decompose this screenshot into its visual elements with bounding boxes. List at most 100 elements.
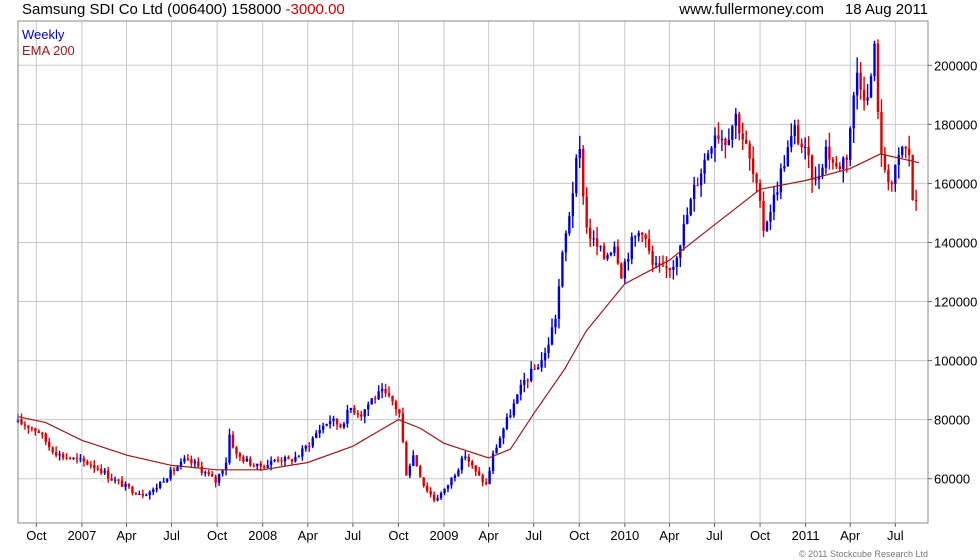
header-right: www.fullermoney.com 18 Aug 2011 [679, 1, 928, 18]
price-bar [308, 442, 311, 452]
price-bar [668, 267, 672, 279]
x-tick: Oct [207, 523, 228, 543]
x-tick-label: 2007 [67, 528, 96, 543]
price-bar [738, 111, 741, 141]
x-tick-label: Oct [750, 528, 771, 543]
price-bar [484, 478, 488, 486]
price-bar [342, 421, 346, 430]
y-tick-label: 180000 [934, 117, 977, 132]
price-bar [356, 409, 360, 418]
price-bar [807, 136, 810, 169]
x-axis: Oct 2007 Apr Jul Oct 2008 Apr Jul Oct 2009 Apr Jul O… [26, 523, 904, 543]
price-bar [186, 454, 190, 462]
price-bar [283, 455, 287, 467]
price-bar [391, 395, 394, 406]
ema-200-line [17, 153, 920, 471]
price-bar [821, 163, 824, 180]
price-bar [647, 229, 651, 255]
price-bar [96, 464, 99, 472]
price-bar [803, 137, 807, 160]
y-tick-label: 100000 [934, 354, 977, 369]
price-bar [311, 436, 314, 449]
price-bar [897, 147, 900, 179]
price-bar [488, 467, 491, 485]
price-bar [911, 154, 914, 201]
price-bar [686, 207, 689, 225]
price-bar [446, 484, 450, 493]
price-bar [883, 146, 887, 173]
legend-ema: EMA 200 [22, 43, 75, 58]
price-bar [124, 481, 127, 491]
x-tick: Apr [478, 523, 499, 543]
x-tick: Apr [840, 523, 861, 543]
price-bar [699, 168, 703, 197]
price-bar [353, 404, 356, 415]
price-bar [748, 140, 751, 171]
price-bar [436, 494, 439, 502]
price-bar [554, 314, 557, 335]
price-bar [772, 185, 776, 221]
price-bar [280, 457, 283, 466]
price-bar [235, 446, 238, 459]
price-bar [661, 255, 665, 267]
price-bar [190, 455, 193, 468]
price-bar [710, 146, 713, 159]
price-bar [744, 130, 748, 145]
price-bar [145, 493, 148, 497]
price-bar [460, 455, 464, 474]
price-bar [252, 463, 255, 468]
price-bar [901, 145, 904, 158]
price-bar [623, 258, 627, 284]
price-bar [363, 409, 366, 424]
website-link[interactable]: www.fullermoney.com [679, 1, 825, 18]
price-bar [106, 466, 110, 483]
price-bar [405, 440, 408, 476]
price-bar [713, 127, 717, 162]
price-bar [377, 385, 380, 401]
price-bar [113, 476, 117, 484]
y-tick-label: 160000 [934, 176, 977, 191]
price-bar [530, 361, 533, 383]
price-bar [727, 128, 731, 146]
x-tick: 2010 [610, 523, 639, 543]
price-bar [380, 383, 384, 399]
price-bar [616, 239, 620, 265]
price-bar [387, 386, 391, 398]
x-tick-label: Oct [26, 528, 47, 543]
price-bar [835, 156, 838, 170]
x-tick-label: Jul [345, 528, 362, 543]
x-tick-label: Apr [478, 528, 499, 543]
y-tick: 200000 [928, 58, 977, 73]
price-bar [93, 460, 96, 473]
copyright-notice: © 2011 Stockcube Research Ltd [798, 549, 928, 559]
price-bar [58, 450, 61, 461]
price-bar [644, 233, 647, 248]
y-tick: 160000 [928, 176, 977, 191]
price-bar [346, 404, 349, 428]
price-bar [568, 211, 571, 236]
price-bar [852, 91, 855, 143]
x-tick-label: 2008 [248, 528, 277, 543]
price-bar [41, 431, 44, 439]
price-bar [349, 407, 353, 413]
price-bar [44, 432, 47, 446]
price-bar [79, 453, 82, 463]
price-bar [439, 491, 443, 500]
x-tick-label: 2010 [610, 528, 639, 543]
price-bar [498, 436, 502, 448]
price-bars [16, 39, 918, 503]
price-bar [706, 150, 710, 161]
x-tick: Oct [26, 523, 47, 543]
price-bar [588, 218, 592, 248]
price-bar [335, 418, 339, 430]
price-bar [741, 122, 744, 150]
price-bar [783, 155, 786, 172]
price-bar [453, 473, 457, 482]
x-tick-label: Oct [207, 528, 228, 543]
y-axis: 60000 80000 100000 120000 140000 160000 180000… [928, 58, 977, 487]
price-bar [183, 455, 186, 464]
price-bar [179, 458, 183, 470]
price-bar [800, 138, 803, 154]
price-bar [578, 135, 581, 168]
